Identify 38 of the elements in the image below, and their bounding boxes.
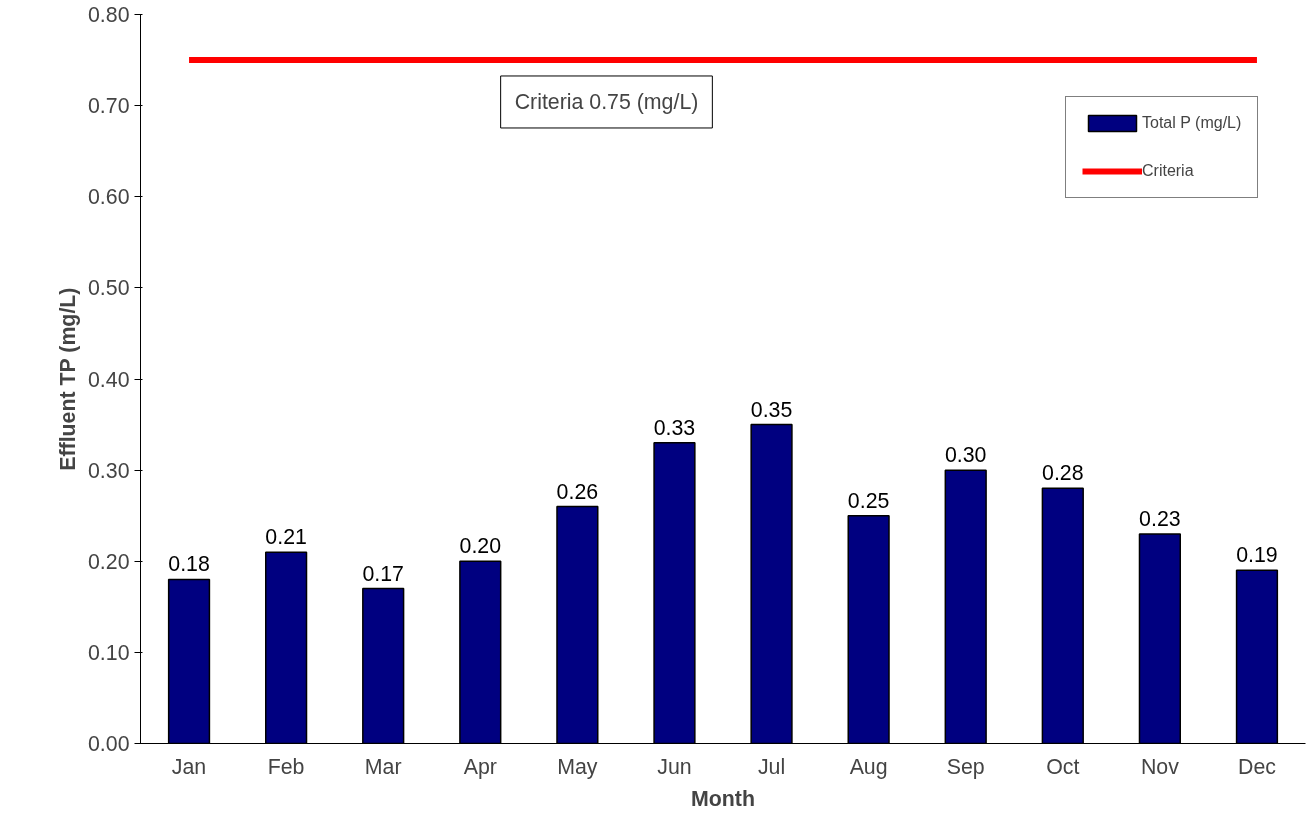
x-tick-label: Jan [171,754,207,779]
data-label: 0.28 [1042,461,1084,486]
y-tick-label: 0.20 [87,549,130,574]
data-label: 0.19 [1236,543,1278,568]
data-label: 0.21 [265,525,307,550]
y-tick-label: 0.50 [87,276,130,301]
x-tick-label: Apr [463,754,497,779]
x-tick-label: Feb [267,754,305,779]
data-label: 0.26 [556,479,599,504]
y-tick-label: 0.30 [87,458,130,483]
data-label: 0.33 [653,415,696,440]
x-axis-title: Month [691,786,755,811]
y-tick-label: 0.00 [87,732,130,756]
x-tick-label: Mar [364,754,402,779]
data-label: 0.20 [459,534,502,559]
y-tick-label: 0.40 [87,367,130,392]
x-tick-label: May [557,754,598,779]
data-label: 0.18 [168,552,210,577]
y-tick-label: 0.70 [87,94,130,119]
x-tick-label: Jul [757,754,786,779]
x-tick-label: Sep [946,754,985,779]
legend-label: Criteria [1142,162,1194,180]
data-label: 0.35 [750,397,793,422]
x-tick-label: Aug [849,754,888,779]
y-axis-title: Effluent TP (mg/L) [55,287,80,471]
data-label: 0.23 [1139,506,1181,531]
x-tick-label: Nov [1140,754,1180,779]
x-tick-label: Oct [1046,754,1080,779]
data-label: 0.25 [847,488,890,513]
legend-label: Total P (mg/L) [1142,114,1242,132]
x-tick-label: Dec [1237,754,1277,779]
data-label: 0.30 [944,443,987,468]
data-label: 0.17 [362,561,404,586]
x-tick-label: Jun [657,754,692,779]
y-tick-label: 0.60 [87,185,130,210]
y-tick-label: 0.80 [87,3,130,27]
annotation: Criteria 0.75 (mg/L) [514,89,699,114]
y-tick-label: 0.10 [87,640,130,665]
